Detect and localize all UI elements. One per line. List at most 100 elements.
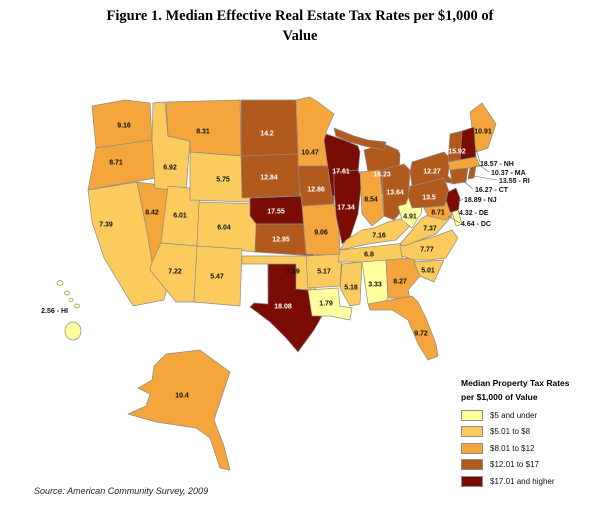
legend-swatch (461, 475, 483, 487)
state-value-ak: 10.4 (175, 393, 189, 400)
state-value-vt: 15.92 (448, 149, 466, 156)
state-ms (339, 261, 363, 307)
state-value-ga: 8.27 (393, 279, 407, 286)
state-hi-island (64, 290, 70, 296)
state-ri (467, 165, 477, 180)
state-value-mt: 8.31 (196, 129, 210, 136)
state-value-id: 6.92 (163, 165, 177, 172)
state-value-wy: 5.75 (216, 177, 230, 184)
state-value-ne: 17.55 (267, 209, 285, 216)
state-hi-island (74, 303, 80, 309)
state-nm (193, 245, 243, 307)
state-or (87, 139, 157, 191)
state-nc (399, 229, 459, 261)
state-de (451, 209, 463, 227)
callout-leader-line (478, 164, 490, 173)
state-nd (240, 99, 299, 157)
state-value-ok: 7.39 (286, 269, 300, 276)
state-value-nd: 14.2 (260, 131, 274, 138)
state-value-ut: 6.01 (173, 213, 187, 220)
state-value-me: 10.91 (474, 129, 492, 136)
state-ky (339, 217, 411, 251)
state-value-ms: 5.18 (344, 285, 358, 292)
state-value-va: 7.37 (423, 226, 437, 233)
state-ct (449, 167, 469, 185)
legend-title-line2: per $1,000 of Value (461, 392, 538, 402)
callout-ct: 16.27 - CT (475, 187, 509, 194)
legend-item-3: $8.01 to $12 (461, 442, 599, 454)
callout-leader-line (457, 198, 464, 203)
legend-label: $5 and under (490, 410, 538, 420)
state-tx (249, 263, 323, 353)
state-sc (413, 259, 445, 283)
legend-swatch (461, 442, 483, 454)
callout-dc: 4.64 - DC (461, 221, 491, 228)
state-value-md: 8.71 (431, 210, 445, 217)
callout-leader-line (461, 179, 474, 190)
legend-item-5: $17.01 and higher (461, 475, 599, 487)
state-value-wi: 17.61 (332, 169, 350, 176)
state-mn (295, 96, 335, 167)
state-ny (409, 151, 457, 187)
state-value-sd: 12.84 (260, 175, 278, 182)
state-mi (333, 127, 387, 151)
state-value-la: 1.79 (319, 301, 333, 308)
figure-title: Figure 1. Median Effective Real Estate T… (0, 6, 600, 46)
legend-label: $12.01 to $17 (490, 460, 539, 469)
state-value-mn: 10.47 (301, 150, 319, 157)
state-value-az: 7.22 (168, 269, 182, 276)
state-value-nm: 5.47 (210, 274, 224, 281)
callout-nh: 18.57 - NH (480, 161, 514, 168)
state-la (307, 287, 353, 321)
state-in (359, 169, 385, 227)
state-value-ky: 7.16 (372, 233, 386, 240)
legend: Median Property Tax Rates per $1,000 of … (461, 376, 599, 487)
state-value-ca: 7.39 (99, 222, 113, 229)
state-value-tn: 6.8 (364, 252, 374, 259)
legend-swatch (461, 459, 483, 470)
callout-ri: 13.55 - RI (499, 178, 530, 185)
state-value-ks: 12.95 (272, 237, 290, 244)
source-note: Source: American Community Survey, 2009 (34, 486, 209, 496)
state-value-mi: 16.23 (373, 172, 391, 179)
legend-title-line1: Median Property Tax Rates (461, 378, 570, 388)
state-value-mo: 9.06 (314, 230, 328, 237)
state-value-tx: 18.08 (274, 304, 292, 311)
callout-leader-line (473, 175, 498, 181)
state-value-pa: 13.5 (422, 195, 436, 202)
callout-de: 4.32 - DE (459, 210, 489, 217)
legend-item-4: $12.01 to $17 (461, 459, 599, 470)
state-value-al: 3.33 (368, 282, 382, 289)
callout-leader-line (474, 145, 481, 163)
figure-title-line2: Value (282, 28, 318, 44)
legend-swatch (461, 426, 483, 437)
state-value-fl: 9.72 (414, 331, 428, 338)
legend-swatch (461, 409, 483, 421)
legend-label: $5.01 to $8 (490, 427, 531, 436)
callout-ma: 10.37 - MA (491, 170, 526, 177)
state-value-sc: 5.01 (421, 268, 435, 275)
state-value-il: 17.34 (337, 205, 355, 212)
figure-title-line1: Figure 1. Median Effective Real Estate T… (106, 8, 494, 24)
legend-rows: $5 and under $5.01 to $8 $8.01 to $12 $12.0… (461, 409, 599, 487)
state-value-oh: 13.64 (386, 190, 404, 197)
state-value-wa: 9.16 (117, 123, 131, 130)
callout-leader-line (447, 215, 461, 224)
state-value-wv: 4.91 (403, 214, 417, 221)
state-hi-island (56, 280, 64, 286)
state-value-ia: 12.86 (307, 187, 325, 194)
state-id (151, 101, 191, 193)
callout-hi: 2.56 - HI (41, 308, 68, 315)
state-value-co: 6.04 (217, 225, 231, 232)
legend-label: $8.01 to $12 (490, 443, 535, 453)
state-value-nv: 8.42 (145, 210, 159, 217)
state-hi-island (68, 297, 74, 303)
state-fl (367, 295, 439, 361)
state-value-ny: 12.27 (423, 169, 441, 176)
state-value-nc: 7.77 (420, 247, 434, 254)
state-hi-island (64, 321, 82, 341)
state-ak (127, 349, 231, 471)
legend-label: $17.01 and higher (490, 476, 555, 486)
